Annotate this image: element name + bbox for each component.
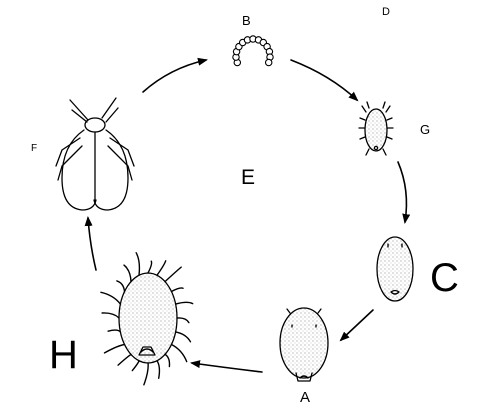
female-hair [135,252,141,276]
arrow-g-to-c [397,161,411,224]
cycle-arrows [84,57,411,373]
female-hair [131,360,140,372]
label-a: A [300,389,311,406]
female-hair [174,331,192,343]
female-hair [176,317,190,324]
winged-male-illustration [55,97,135,211]
arrow-c-to-a [339,309,374,342]
label-c: C [430,256,459,300]
second-instar-nymph-illustration [279,307,329,382]
female-hair [147,260,153,274]
label-e: E [241,166,256,189]
egg [264,58,273,67]
female-hair [117,353,132,366]
female-hair [156,260,167,276]
female-hair [100,291,122,305]
label-g: G [420,122,431,137]
arrow-b-to-g [290,59,359,102]
label-d: D [382,6,390,18]
female-hair [174,301,194,305]
egg-cluster-illustration [232,35,274,67]
female-adult-illustration [100,252,194,386]
female-hair [156,360,161,379]
female-hair [164,353,171,368]
arrow-f-to-b [142,57,208,93]
settled-nymph-illustration [376,236,414,302]
female-hair [103,343,126,354]
female-hair [101,312,120,319]
crawler-nymph-illustration [358,101,394,156]
arrow-h-to-f [84,216,97,271]
female-hair [170,287,184,293]
label-h: H [49,333,78,377]
female-hair [116,280,126,293]
female-hair [123,264,132,283]
female-hair [170,343,188,363]
female-hair [143,362,149,386]
arrow-a-to-h [190,360,263,373]
female-hair [164,266,182,283]
label-f: F [31,143,38,154]
label-b: B [242,13,251,28]
female-hair [107,329,122,333]
